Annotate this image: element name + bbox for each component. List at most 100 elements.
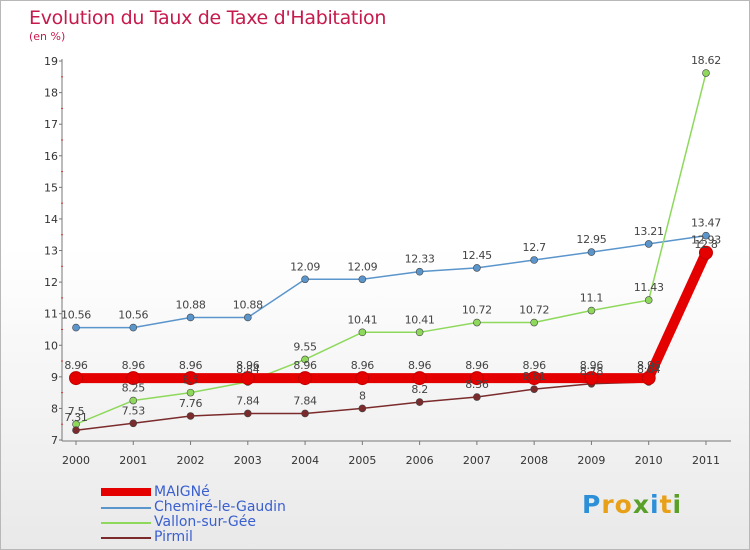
data-point — [587, 306, 596, 315]
x-tick-label: 2008 — [520, 454, 548, 467]
logo-letter: x — [632, 490, 650, 519]
y-tick-label: 7 — [51, 434, 58, 447]
logo-letter: i — [672, 490, 683, 519]
data-label: 10.41 — [347, 313, 377, 326]
legend-label: Chemiré-le-Gaudin — [154, 499, 286, 515]
data-label: 12.33 — [405, 253, 435, 266]
legend-label: Vallon-sur-Gée — [154, 514, 257, 530]
series-line-2 — [75, 72, 707, 425]
chart-subtitle: (en %) — [29, 30, 66, 43]
x-tick-label: 2003 — [234, 454, 262, 467]
data-label: 11.43 — [634, 281, 664, 294]
x-tick-label: 2009 — [577, 454, 605, 467]
data-label: 12.8 — [694, 238, 718, 251]
data-label: 8.96 — [179, 359, 203, 372]
data-label: 7.84 — [236, 394, 260, 407]
data-point — [186, 313, 195, 322]
data-label: 12.93 — [691, 234, 721, 247]
data-label: 10.41 — [405, 313, 435, 326]
series-line-3 — [75, 256, 707, 431]
data-point — [69, 371, 83, 386]
data-point — [301, 409, 309, 418]
x-tick-label: 2001 — [119, 454, 147, 467]
data-point — [244, 409, 252, 418]
data-label: 10.72 — [462, 304, 492, 317]
data-point — [530, 385, 538, 393]
axes: 7 8 9 10 11 12 13 14 15 16 17 18 19 2000 2001 2002 2003 2… — [44, 55, 731, 467]
logo-letter: o — [614, 490, 633, 519]
data-point — [473, 264, 481, 272]
data-label: 8 — [359, 389, 366, 402]
x-tick-label: 2006 — [406, 454, 434, 467]
data-point — [530, 318, 538, 327]
data-point — [129, 396, 138, 405]
data-label: 8.36 — [465, 378, 489, 391]
data-point — [301, 355, 309, 364]
data-label: 8.96 — [580, 359, 604, 372]
legend-swatch — [101, 522, 151, 524]
data-label: 8.96 — [122, 359, 146, 372]
data-label: 18.62 — [691, 54, 721, 67]
y-tick-label: 16 — [44, 150, 58, 163]
data-point — [412, 371, 427, 386]
y-tick-label: 8 — [51, 402, 58, 415]
data-point — [358, 404, 367, 413]
y-tick-label: 12 — [44, 276, 58, 289]
data-label: 9.55 — [293, 340, 317, 353]
data-point — [72, 426, 80, 435]
data-point — [644, 296, 653, 304]
data-label: 12.09 — [290, 260, 320, 273]
data-label: 7.84 — [293, 394, 317, 407]
data-point — [183, 371, 198, 386]
x-tick-label: 2011 — [692, 454, 720, 467]
data-label: 8.96 — [64, 359, 88, 372]
data-label: 8.78 — [580, 365, 604, 378]
data-label: 7.5 — [68, 405, 85, 418]
data-point — [702, 231, 710, 240]
data-label: 13.21 — [634, 225, 664, 238]
data-label: 8.96 — [637, 359, 661, 372]
y-tick-label: 11 — [44, 308, 58, 321]
data-point — [473, 393, 481, 401]
legend-swatch — [101, 488, 151, 496]
logo-letter: P — [582, 490, 602, 519]
data-point — [358, 275, 367, 284]
data-point — [415, 328, 424, 337]
data-label: 12.7 — [523, 241, 547, 254]
x-tick-label: 2000 — [62, 454, 90, 467]
y-tick-label: 13 — [44, 245, 58, 258]
logo-letter: t — [659, 490, 673, 519]
x-tick-label: 2004 — [291, 454, 319, 467]
data-point — [244, 313, 252, 322]
data-label: 8.84 — [637, 363, 661, 376]
data-point — [186, 412, 195, 420]
data-point — [240, 371, 255, 386]
data-point — [698, 245, 713, 260]
data-label: 10.56 — [61, 309, 91, 322]
legend-label: Pirmil — [154, 529, 193, 545]
series-line-1 — [76, 234, 707, 329]
data-label: 8.96 — [408, 359, 432, 372]
series-line-0 — [76, 250, 711, 384]
data-label: 10.72 — [519, 304, 549, 317]
data-label: 7.53 — [122, 404, 146, 417]
x-tick-label: 2007 — [463, 454, 491, 467]
data-point — [358, 328, 367, 337]
data-point — [415, 267, 424, 276]
data-label: 8.96 — [523, 359, 547, 372]
data-label: 12.45 — [462, 249, 492, 262]
logo-letter: r — [601, 490, 615, 519]
data-label: 8.25 — [122, 382, 146, 395]
y-tick-label: 15 — [44, 181, 58, 194]
data-point — [301, 275, 309, 284]
chart-title: Evolution du Taux de Taxe d'Habitation — [29, 7, 387, 29]
data-point — [186, 388, 195, 397]
data-point — [587, 248, 596, 256]
x-tick-label: 2010 — [635, 454, 663, 467]
logo-letter: i — [650, 490, 660, 519]
data-point — [72, 323, 80, 332]
data-label: 8.96 — [293, 359, 317, 372]
legend-swatch — [101, 507, 151, 509]
data-label: 8.96 — [465, 359, 489, 372]
